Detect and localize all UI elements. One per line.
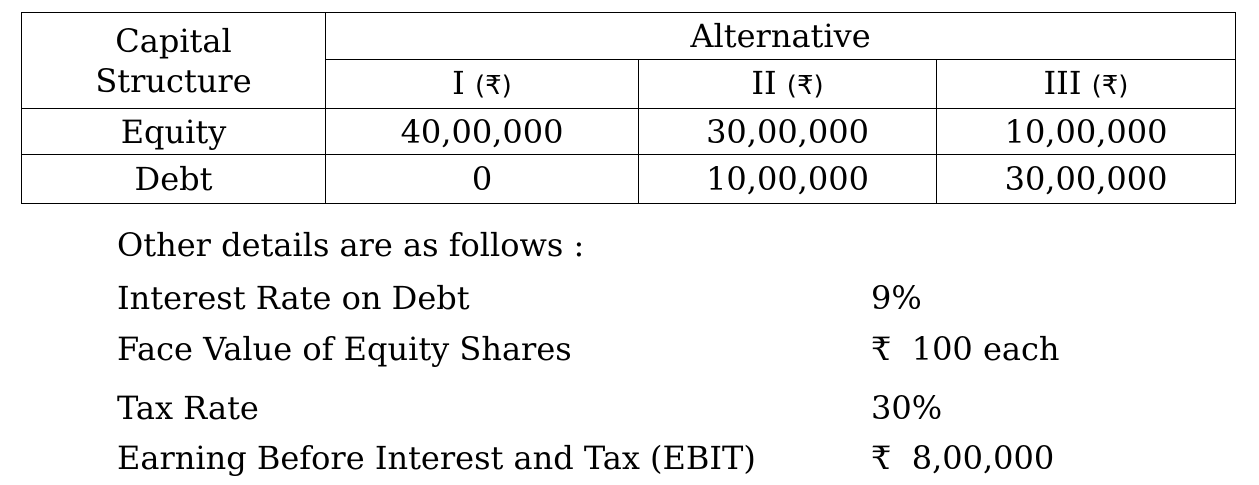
column-numeral: II xyxy=(751,63,777,102)
column-numeral: I xyxy=(452,63,465,102)
row-label: Debt xyxy=(21,154,326,204)
detail-item: Earning Before Interest and Tax (EBIT) ₹… xyxy=(117,432,1217,484)
table-cell: 30,00,000 xyxy=(935,154,1237,204)
table-cell: 10,00,000 xyxy=(935,108,1237,155)
other-details: Other details are as follows : Interest … xyxy=(117,218,1217,484)
details-heading-text: Other details are as follows : xyxy=(117,226,585,264)
stub-header-line1: Capital xyxy=(115,21,232,60)
detail-label: Tax Rate xyxy=(117,389,259,427)
table-header-row: Capital Structure Alternative xyxy=(21,12,1237,109)
alternative-columns-row: I (₹) II (₹) III (₹) xyxy=(22,59,1237,109)
column-header-i: I (₹) xyxy=(325,59,639,109)
column-numeral: III xyxy=(1043,63,1082,102)
detail-label: Face Value of Equity Shares xyxy=(117,330,572,368)
capital-structure-header: Capital Structure xyxy=(21,12,326,109)
table-cell: 40,00,000 xyxy=(325,108,639,155)
column-header-ii: II (₹) xyxy=(638,59,937,109)
detail-item: Interest Rate on Debt 9% xyxy=(117,272,1217,324)
capital-structure-table: Capital Structure Alternative I (₹) II (… xyxy=(21,12,1237,204)
table-cell: 30,00,000 xyxy=(638,108,937,155)
detail-item: Face Value of Equity Shares ₹ 100 each xyxy=(117,324,1217,382)
details-heading: Other details are as follows : xyxy=(117,218,1217,272)
column-header-iii: III (₹) xyxy=(935,59,1237,109)
table-row: Debt 0 10,00,000 30,00,000 xyxy=(21,154,1237,204)
detail-value: ₹ 100 each xyxy=(871,330,1060,368)
table-cell: 10,00,000 xyxy=(638,154,937,204)
column-currency: (₹) xyxy=(786,70,824,101)
detail-label: Earning Before Interest and Tax (EBIT) xyxy=(117,439,756,477)
table-row: Equity 40,00,000 30,00,000 10,00,000 xyxy=(21,108,1237,155)
detail-value: ₹ 8,00,000 xyxy=(871,439,1055,477)
alternative-header: Alternative xyxy=(324,12,1237,60)
detail-value: 30% xyxy=(871,389,943,427)
stub-header-line2: Structure xyxy=(95,61,252,100)
row-label: Equity xyxy=(21,108,326,155)
detail-label: Interest Rate on Debt xyxy=(117,279,470,317)
detail-value: 9% xyxy=(871,279,922,317)
column-currency: (₹) xyxy=(474,70,512,101)
table-cell: 0 xyxy=(325,154,639,204)
column-currency: (₹) xyxy=(1091,70,1129,101)
detail-item: Tax Rate 30% xyxy=(117,382,1217,432)
